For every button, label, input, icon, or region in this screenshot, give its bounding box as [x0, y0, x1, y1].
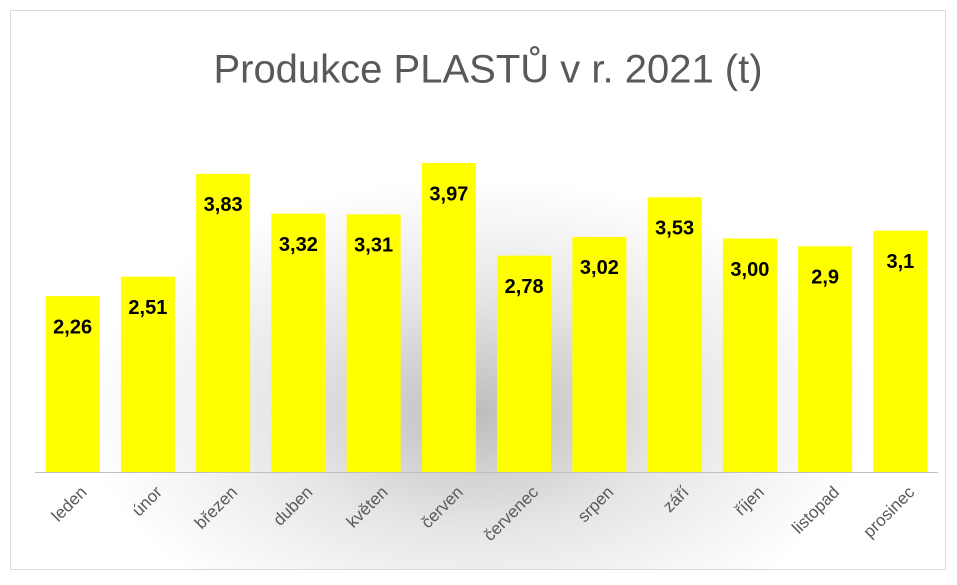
- chart-title: Produkce PLASTŮ v r. 2021 (t): [213, 45, 762, 92]
- bar: [873, 230, 928, 472]
- data-label: 3,00: [730, 259, 769, 281]
- bar: [271, 213, 326, 473]
- bar: [196, 173, 251, 472]
- data-label: 2,51: [128, 297, 167, 319]
- bar: [497, 255, 552, 472]
- bar: [120, 276, 175, 472]
- data-label: 2,26: [53, 316, 92, 338]
- data-label: 2,78: [505, 276, 544, 298]
- data-label: 3,53: [655, 218, 694, 240]
- data-label: 3,83: [204, 194, 243, 216]
- bar: [45, 296, 100, 472]
- data-label: 3,31: [354, 235, 393, 257]
- bar: [572, 236, 627, 472]
- data-label: 3,02: [580, 257, 619, 279]
- bar: [346, 214, 401, 472]
- bar: [798, 246, 853, 472]
- bar: [647, 197, 702, 472]
- data-label: 3,1: [886, 251, 914, 273]
- data-label: 3,32: [279, 234, 318, 256]
- data-label: 3,97: [429, 183, 468, 205]
- data-label: 2,9: [811, 267, 839, 289]
- bar: [722, 238, 777, 472]
- bar: [421, 163, 476, 472]
